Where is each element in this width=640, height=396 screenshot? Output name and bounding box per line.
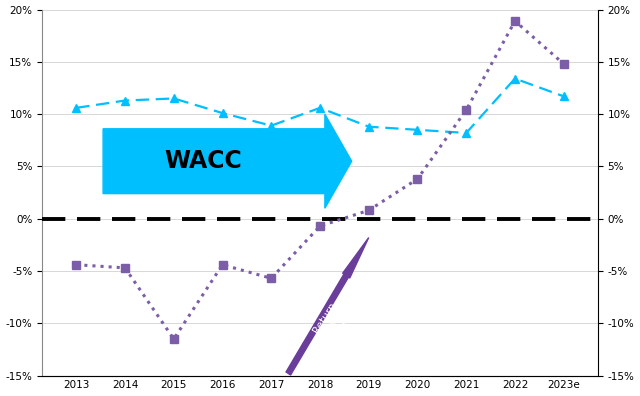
- Polygon shape: [103, 114, 352, 208]
- Text: WACC: WACC: [164, 149, 242, 173]
- Text: Return
on
Capital: Return on Capital: [310, 299, 356, 347]
- Polygon shape: [286, 238, 369, 375]
